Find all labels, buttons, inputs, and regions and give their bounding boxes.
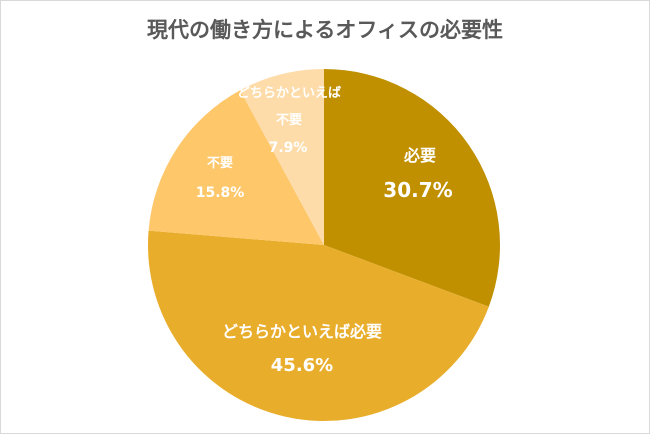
slice-label-unnecessary: 不要 xyxy=(206,156,234,171)
slice-value-somewhat-necessary: 45.6% xyxy=(270,355,334,376)
pie-slice-unnecessary xyxy=(148,90,324,245)
slice-label-necessary: 必要 xyxy=(403,146,437,165)
pie-slice-somewhat-unnecessary xyxy=(240,69,324,245)
pie-slice-necessary xyxy=(324,69,501,307)
slice-label-somewhat-necessary: どちらかといえば必要 xyxy=(221,322,383,341)
slice-value-unnecessary: 15.8% xyxy=(195,185,245,201)
slice-label-somewhat-unnecessary-line2: 不要 xyxy=(275,113,303,128)
slice-value-necessary: 30.7% xyxy=(383,178,453,202)
slice-label-somewhat-unnecessary-line1: どちらかといえば xyxy=(236,86,342,101)
pie-slice-somewhat-necessary xyxy=(147,230,489,422)
slice-value-somewhat-unnecessary: 7.9% xyxy=(268,140,308,156)
chart-title: 現代の働き方によるオフィスの必要性 xyxy=(147,18,503,42)
